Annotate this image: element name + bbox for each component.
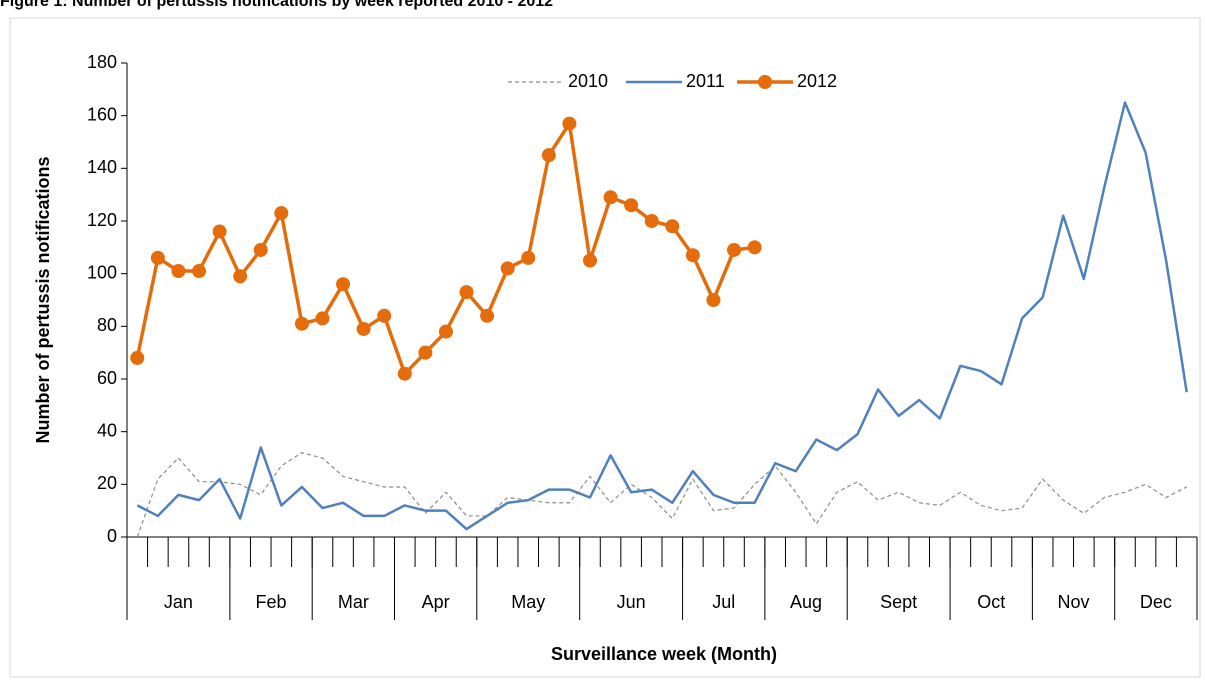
data-point xyxy=(603,190,618,205)
data-point xyxy=(171,264,186,279)
x-group-label: Oct xyxy=(977,592,1005,612)
x-group-label: Jan xyxy=(164,592,193,612)
data-point xyxy=(336,277,351,292)
data-point xyxy=(438,324,453,339)
x-group-label: Aug xyxy=(790,592,822,612)
y-tick-label: 60 xyxy=(97,368,117,388)
legend-marker xyxy=(758,75,772,89)
x-group-label: Dec xyxy=(1140,592,1172,612)
data-point xyxy=(500,261,515,276)
x-group-label: Jul xyxy=(712,592,735,612)
data-point xyxy=(315,311,330,326)
data-point xyxy=(624,198,639,213)
data-point xyxy=(397,366,412,381)
data-point xyxy=(685,248,700,263)
y-tick-label: 80 xyxy=(97,315,117,335)
data-point xyxy=(377,308,392,323)
data-point xyxy=(150,250,165,265)
data-point xyxy=(562,116,577,131)
series-line xyxy=(136,452,1187,538)
data-point xyxy=(253,242,268,257)
legend-label: 2012 xyxy=(797,71,837,91)
data-point xyxy=(644,214,659,228)
chart-frame xyxy=(9,17,1201,678)
y-tick-label: 100 xyxy=(87,262,117,282)
x-axis-title: Surveillance week (Month) xyxy=(551,644,777,664)
data-point xyxy=(274,206,289,221)
data-point xyxy=(212,224,227,239)
x-group-label: Jun xyxy=(617,592,646,612)
data-point xyxy=(747,240,762,255)
x-group-label: May xyxy=(511,592,545,612)
y-tick-label: 0 xyxy=(107,526,117,546)
data-point xyxy=(480,308,495,323)
data-point xyxy=(582,253,597,268)
x-group-label: Feb xyxy=(256,592,287,612)
y-tick-label: 180 xyxy=(87,52,117,72)
y-tick-label: 140 xyxy=(87,157,117,177)
y-tick-label: 40 xyxy=(97,420,117,440)
data-point xyxy=(418,345,433,360)
x-group-label: Sept xyxy=(880,592,917,612)
y-axis-title: Number of pertussis notifications xyxy=(33,156,53,443)
data-point xyxy=(356,321,371,336)
data-point xyxy=(521,250,536,265)
data-point xyxy=(130,350,145,365)
data-point xyxy=(706,293,721,307)
data-point xyxy=(727,242,742,257)
y-tick-label: 160 xyxy=(87,104,117,124)
x-group-label: Nov xyxy=(1058,592,1090,612)
series-line xyxy=(136,101,1188,531)
data-point xyxy=(294,316,309,331)
legend-label: 2010 xyxy=(568,71,608,91)
chart-title: Figure 1: Number of pertussis notificati… xyxy=(0,0,553,10)
data-point xyxy=(192,264,207,279)
y-tick-label: 120 xyxy=(87,210,117,230)
x-group-label: Apr xyxy=(422,592,450,612)
data-point xyxy=(541,148,556,163)
y-tick-label: 20 xyxy=(97,473,117,493)
legend-label: 2011 xyxy=(686,71,725,91)
x-group-label: Mar xyxy=(338,592,369,612)
data-point xyxy=(459,285,474,300)
data-point xyxy=(233,269,248,284)
data-point xyxy=(665,219,680,234)
